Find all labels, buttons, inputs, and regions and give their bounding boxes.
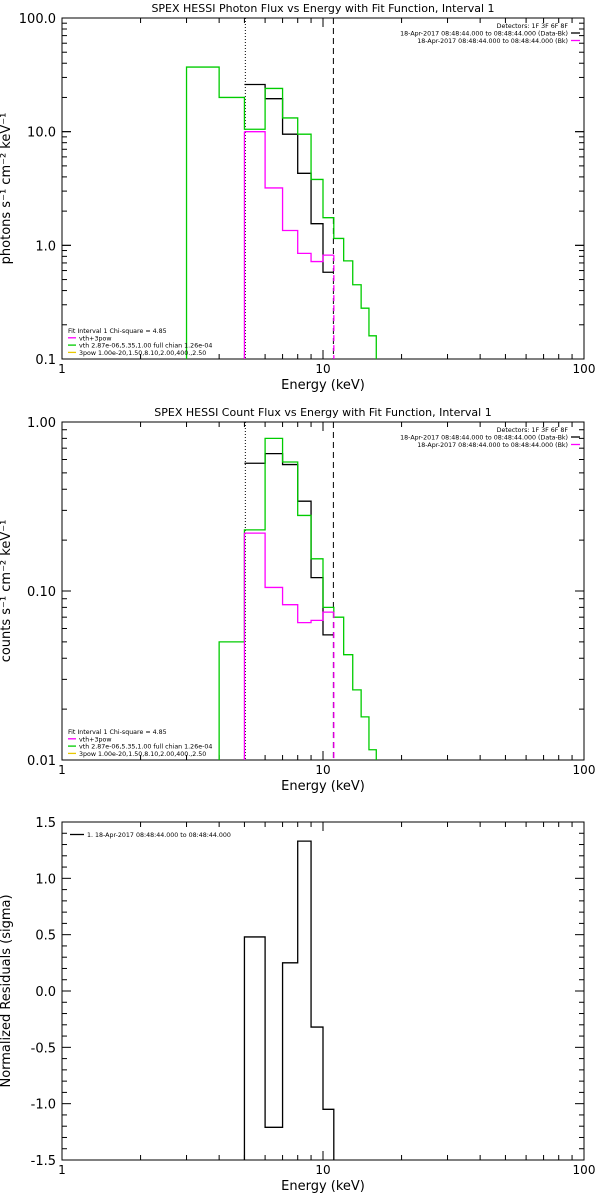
x-axis-ticks xyxy=(61,422,585,760)
series-data-bk-step-line xyxy=(244,452,334,636)
y-tick-label: 0.0 xyxy=(35,985,56,1000)
x-tick-label: 1 xyxy=(58,362,66,376)
y-tick-label: 1.00 xyxy=(27,416,56,431)
x-axis-label: Energy (keV) xyxy=(281,779,365,794)
chart-panel-1: SPEX HESSI Photon Flux vs Energy with Fi… xyxy=(0,2,595,393)
x-tick-label: 10 xyxy=(315,1163,330,1177)
x-axis-ticks xyxy=(61,822,585,1160)
x-tick-label: 10 xyxy=(315,362,330,376)
y-tick-label: 10.0 xyxy=(27,126,56,141)
x-tick-label: 1 xyxy=(58,1163,66,1177)
y-tick-label: 0.5 xyxy=(35,929,56,944)
y-tick-label: 1.0 xyxy=(35,872,56,887)
header-line: Detectors: 1F 3F 6F 8F xyxy=(497,23,569,30)
series-background-step-line xyxy=(244,532,334,624)
y-axis-ticks xyxy=(62,821,584,1161)
fit-legend-entry: vth 2.87e-06,5.35,1.00 full chian 1.26e-… xyxy=(79,343,212,350)
y-axis-ticks xyxy=(62,421,584,761)
fit-legend-entry: 3pow 1.00e-20,1.50,8.10,2.00,400.,2.50 xyxy=(79,350,206,357)
y-tick-label: 0.1 xyxy=(35,353,56,368)
y-tick-label: -1.5 xyxy=(31,1154,56,1169)
fit-legend-entry: 3pow 1.00e-20,1.50,8.10,2.00,400.,2.50 xyxy=(79,751,206,758)
series-residuals-step-line xyxy=(243,840,335,1160)
series-data-bk-step-line xyxy=(244,83,334,273)
fit-legend-entry: Fit Interval 1 Chi-square = 4.85 xyxy=(68,328,167,335)
chart-panel-2: SPEX HESSI Count Flux vs Energy with Fit… xyxy=(0,406,595,794)
plot-area xyxy=(218,437,377,760)
x-axis-label: Energy (keV) xyxy=(281,378,365,393)
plot-area xyxy=(243,840,335,1160)
series-background-step-line xyxy=(244,131,334,263)
y-axis-label: counts s⁻¹ cm⁻² keV⁻¹ xyxy=(0,520,14,663)
x-tick-label: 10 xyxy=(315,763,330,777)
header-line: Detectors: 1F 3F 6F 8F xyxy=(497,427,569,434)
x-axis-ticks xyxy=(61,18,585,359)
x-tick-label: 100 xyxy=(573,1163,596,1177)
series-model-step-line xyxy=(185,66,377,359)
header-line: 18-Apr-2017 08:48:44.000 to 08:48:44.000… xyxy=(417,442,568,449)
fit-legend-entry: Fit Interval 1 Chi-square = 4.85 xyxy=(68,729,167,736)
x-tick-label: 100 xyxy=(573,362,596,376)
fit-legend-entry: vth+3pow xyxy=(79,335,111,342)
y-tick-label: 100.0 xyxy=(19,12,56,27)
y-tick-label: 0.10 xyxy=(27,585,56,600)
fit-legend-entry: vth 2.87e-06,5.35,1.00 full chian 1.26e-… xyxy=(79,744,212,751)
x-axis-label: Energy (keV) xyxy=(281,1179,365,1194)
chart-title: SPEX HESSI Photon Flux vs Energy with Fi… xyxy=(151,2,494,15)
header-line: 18-Apr-2017 08:48:44.000 to 08:48:44.000… xyxy=(400,31,568,38)
y-tick-label: 1.5 xyxy=(35,816,56,831)
x-tick-label: 1 xyxy=(58,763,66,777)
chart-panel-3: 1 10 100 Energy (keV) -1.5 -1.0 -0.5 0.0 0.5 1.0 1… xyxy=(0,816,595,1194)
y-tick-label: 0.01 xyxy=(27,754,56,769)
fit-legend-entry: vth+3pow xyxy=(79,736,111,743)
y-tick-label: 1.0 xyxy=(35,239,56,254)
series-model-step-line xyxy=(218,437,377,760)
y-tick-label: -1.0 xyxy=(31,1098,56,1113)
y-axis-label: Normalized Residuals (sigma) xyxy=(0,894,14,1087)
y-axis-label: photons s⁻¹ cm⁻² keV⁻¹ xyxy=(0,113,14,265)
x-tick-label: 100 xyxy=(573,763,596,777)
y-tick-label: -0.5 xyxy=(31,1041,56,1056)
residual-legend-entry: 1. 18-Apr-2017 08:48:44.000 to 08:48:44.… xyxy=(87,832,231,839)
y-axis-ticks xyxy=(62,17,584,360)
header-line: 18-Apr-2017 08:48:44.000 to 08:48:44.000… xyxy=(400,435,568,442)
chart-title: SPEX HESSI Count Flux vs Energy with Fit… xyxy=(154,406,491,419)
plot-area xyxy=(185,66,377,359)
header-line: 18-Apr-2017 08:48:44.000 to 08:48:44.000… xyxy=(417,38,568,45)
